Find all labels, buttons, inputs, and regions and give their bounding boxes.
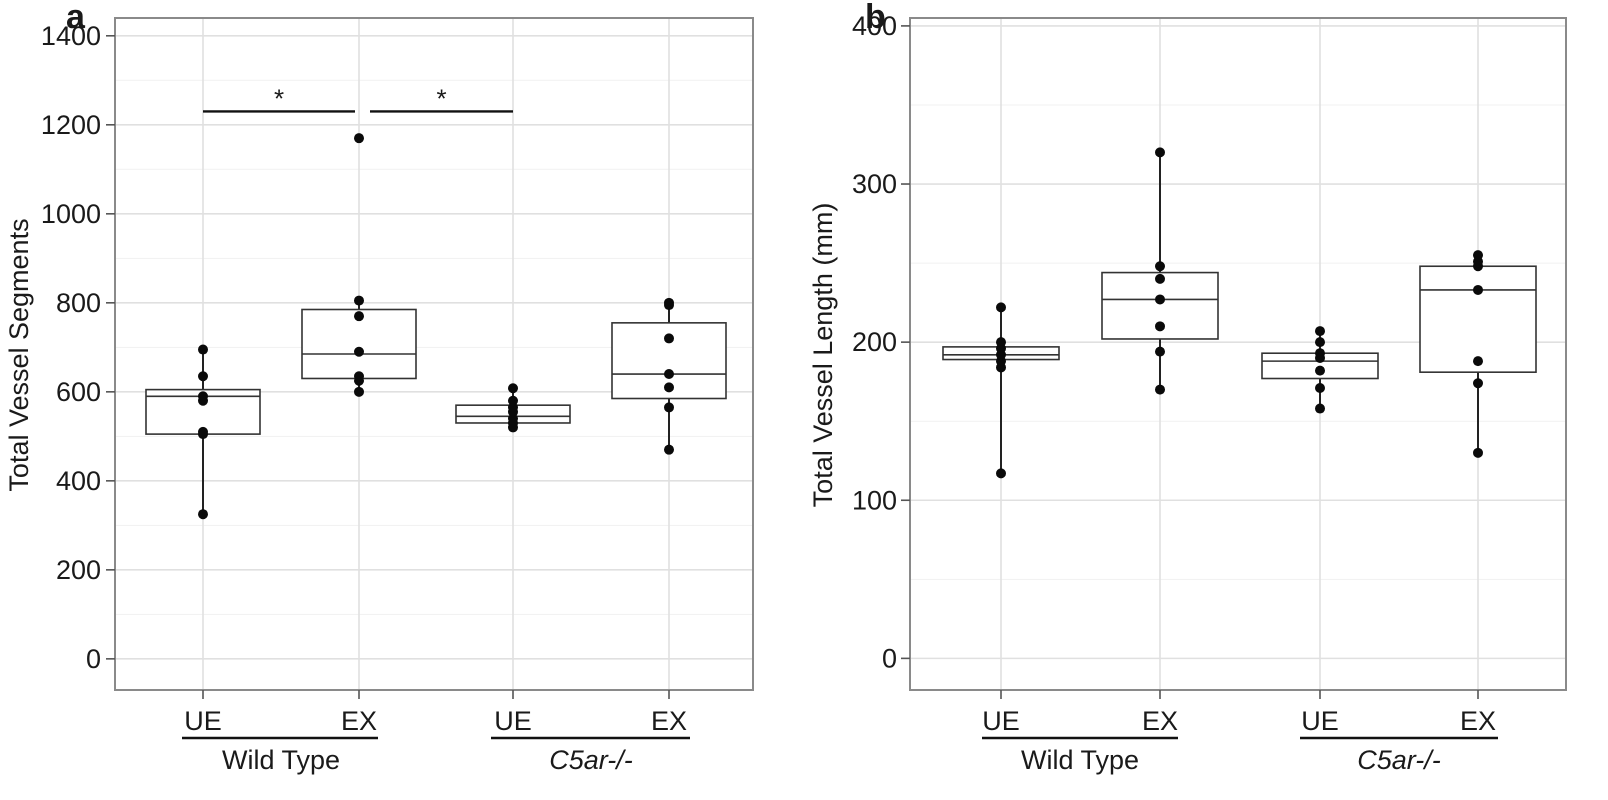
y-tick-label: 300 — [852, 169, 897, 199]
data-point — [664, 402, 674, 413]
data-point — [1315, 326, 1325, 337]
x-category-label: EX — [341, 706, 377, 736]
y-tick-label: 1400 — [41, 21, 101, 51]
x-category-label: UE — [184, 706, 222, 736]
group-label: C5ar-/- — [549, 745, 633, 775]
data-point — [1473, 250, 1483, 261]
data-point — [354, 371, 364, 382]
data-point — [508, 383, 518, 394]
y-axis-title: Total Vessel Segments — [4, 218, 34, 491]
y-tick-label: 0 — [86, 644, 101, 674]
y-tick-label: 100 — [852, 485, 897, 515]
data-point — [1315, 403, 1325, 414]
y-tick-label: 1200 — [41, 110, 101, 140]
data-point — [354, 295, 364, 306]
data-point — [354, 311, 364, 322]
x-category-label: EX — [1142, 706, 1178, 736]
data-point — [198, 371, 208, 382]
panel-letter: b — [865, 0, 886, 36]
y-tick-label: 200 — [852, 327, 897, 357]
group-label: Wild Type — [222, 745, 340, 775]
data-point — [996, 468, 1006, 479]
x-category-label: EX — [1460, 706, 1496, 736]
data-point — [198, 509, 208, 520]
data-point — [198, 391, 208, 402]
data-point — [354, 133, 364, 144]
data-point — [198, 426, 208, 437]
y-tick-label: 1000 — [41, 199, 101, 229]
x-category-label: UE — [494, 706, 532, 736]
data-point — [1473, 284, 1483, 295]
data-point — [1155, 384, 1165, 395]
data-point — [354, 386, 364, 397]
y-tick-label: 800 — [56, 288, 101, 318]
data-point — [1155, 147, 1165, 158]
data-point — [1315, 382, 1325, 393]
data-point — [1155, 273, 1165, 284]
data-point — [1315, 365, 1325, 376]
significance-label: * — [436, 83, 446, 113]
box — [1419, 265, 1537, 373]
y-tick-label: 400 — [56, 466, 101, 496]
data-point — [664, 382, 674, 393]
data-point — [354, 346, 364, 357]
data-point — [1155, 294, 1165, 305]
data-point — [996, 337, 1006, 348]
data-point — [664, 444, 674, 455]
group-label: Wild Type — [1021, 745, 1139, 775]
group-label: C5ar-/- — [1357, 745, 1441, 775]
data-point — [1473, 356, 1483, 367]
plot-border — [909, 17, 1567, 691]
data-point — [198, 344, 208, 355]
y-tick-label: 400 — [852, 11, 897, 41]
data-point — [996, 302, 1006, 313]
x-category-label: UE — [982, 706, 1020, 736]
panel-letter: a — [66, 0, 86, 36]
data-point — [1155, 261, 1165, 272]
data-point — [1315, 337, 1325, 348]
y-tick-label: 600 — [56, 377, 101, 407]
data-point — [1315, 348, 1325, 359]
data-point — [1155, 346, 1165, 357]
plot-border — [114, 17, 754, 691]
data-point — [1473, 447, 1483, 458]
data-point — [664, 369, 674, 380]
data-point — [1155, 321, 1165, 332]
data-point — [664, 333, 674, 344]
x-category-label: UE — [1301, 706, 1339, 736]
y-tick-label: 0 — [882, 643, 897, 673]
data-point — [508, 395, 518, 406]
y-tick-label: 200 — [56, 555, 101, 585]
significance-label: * — [274, 83, 284, 113]
x-category-label: EX — [651, 706, 687, 736]
y-axis-title: Total Vessel Length (mm) — [808, 203, 838, 508]
data-point — [1473, 378, 1483, 389]
data-point — [664, 297, 674, 308]
